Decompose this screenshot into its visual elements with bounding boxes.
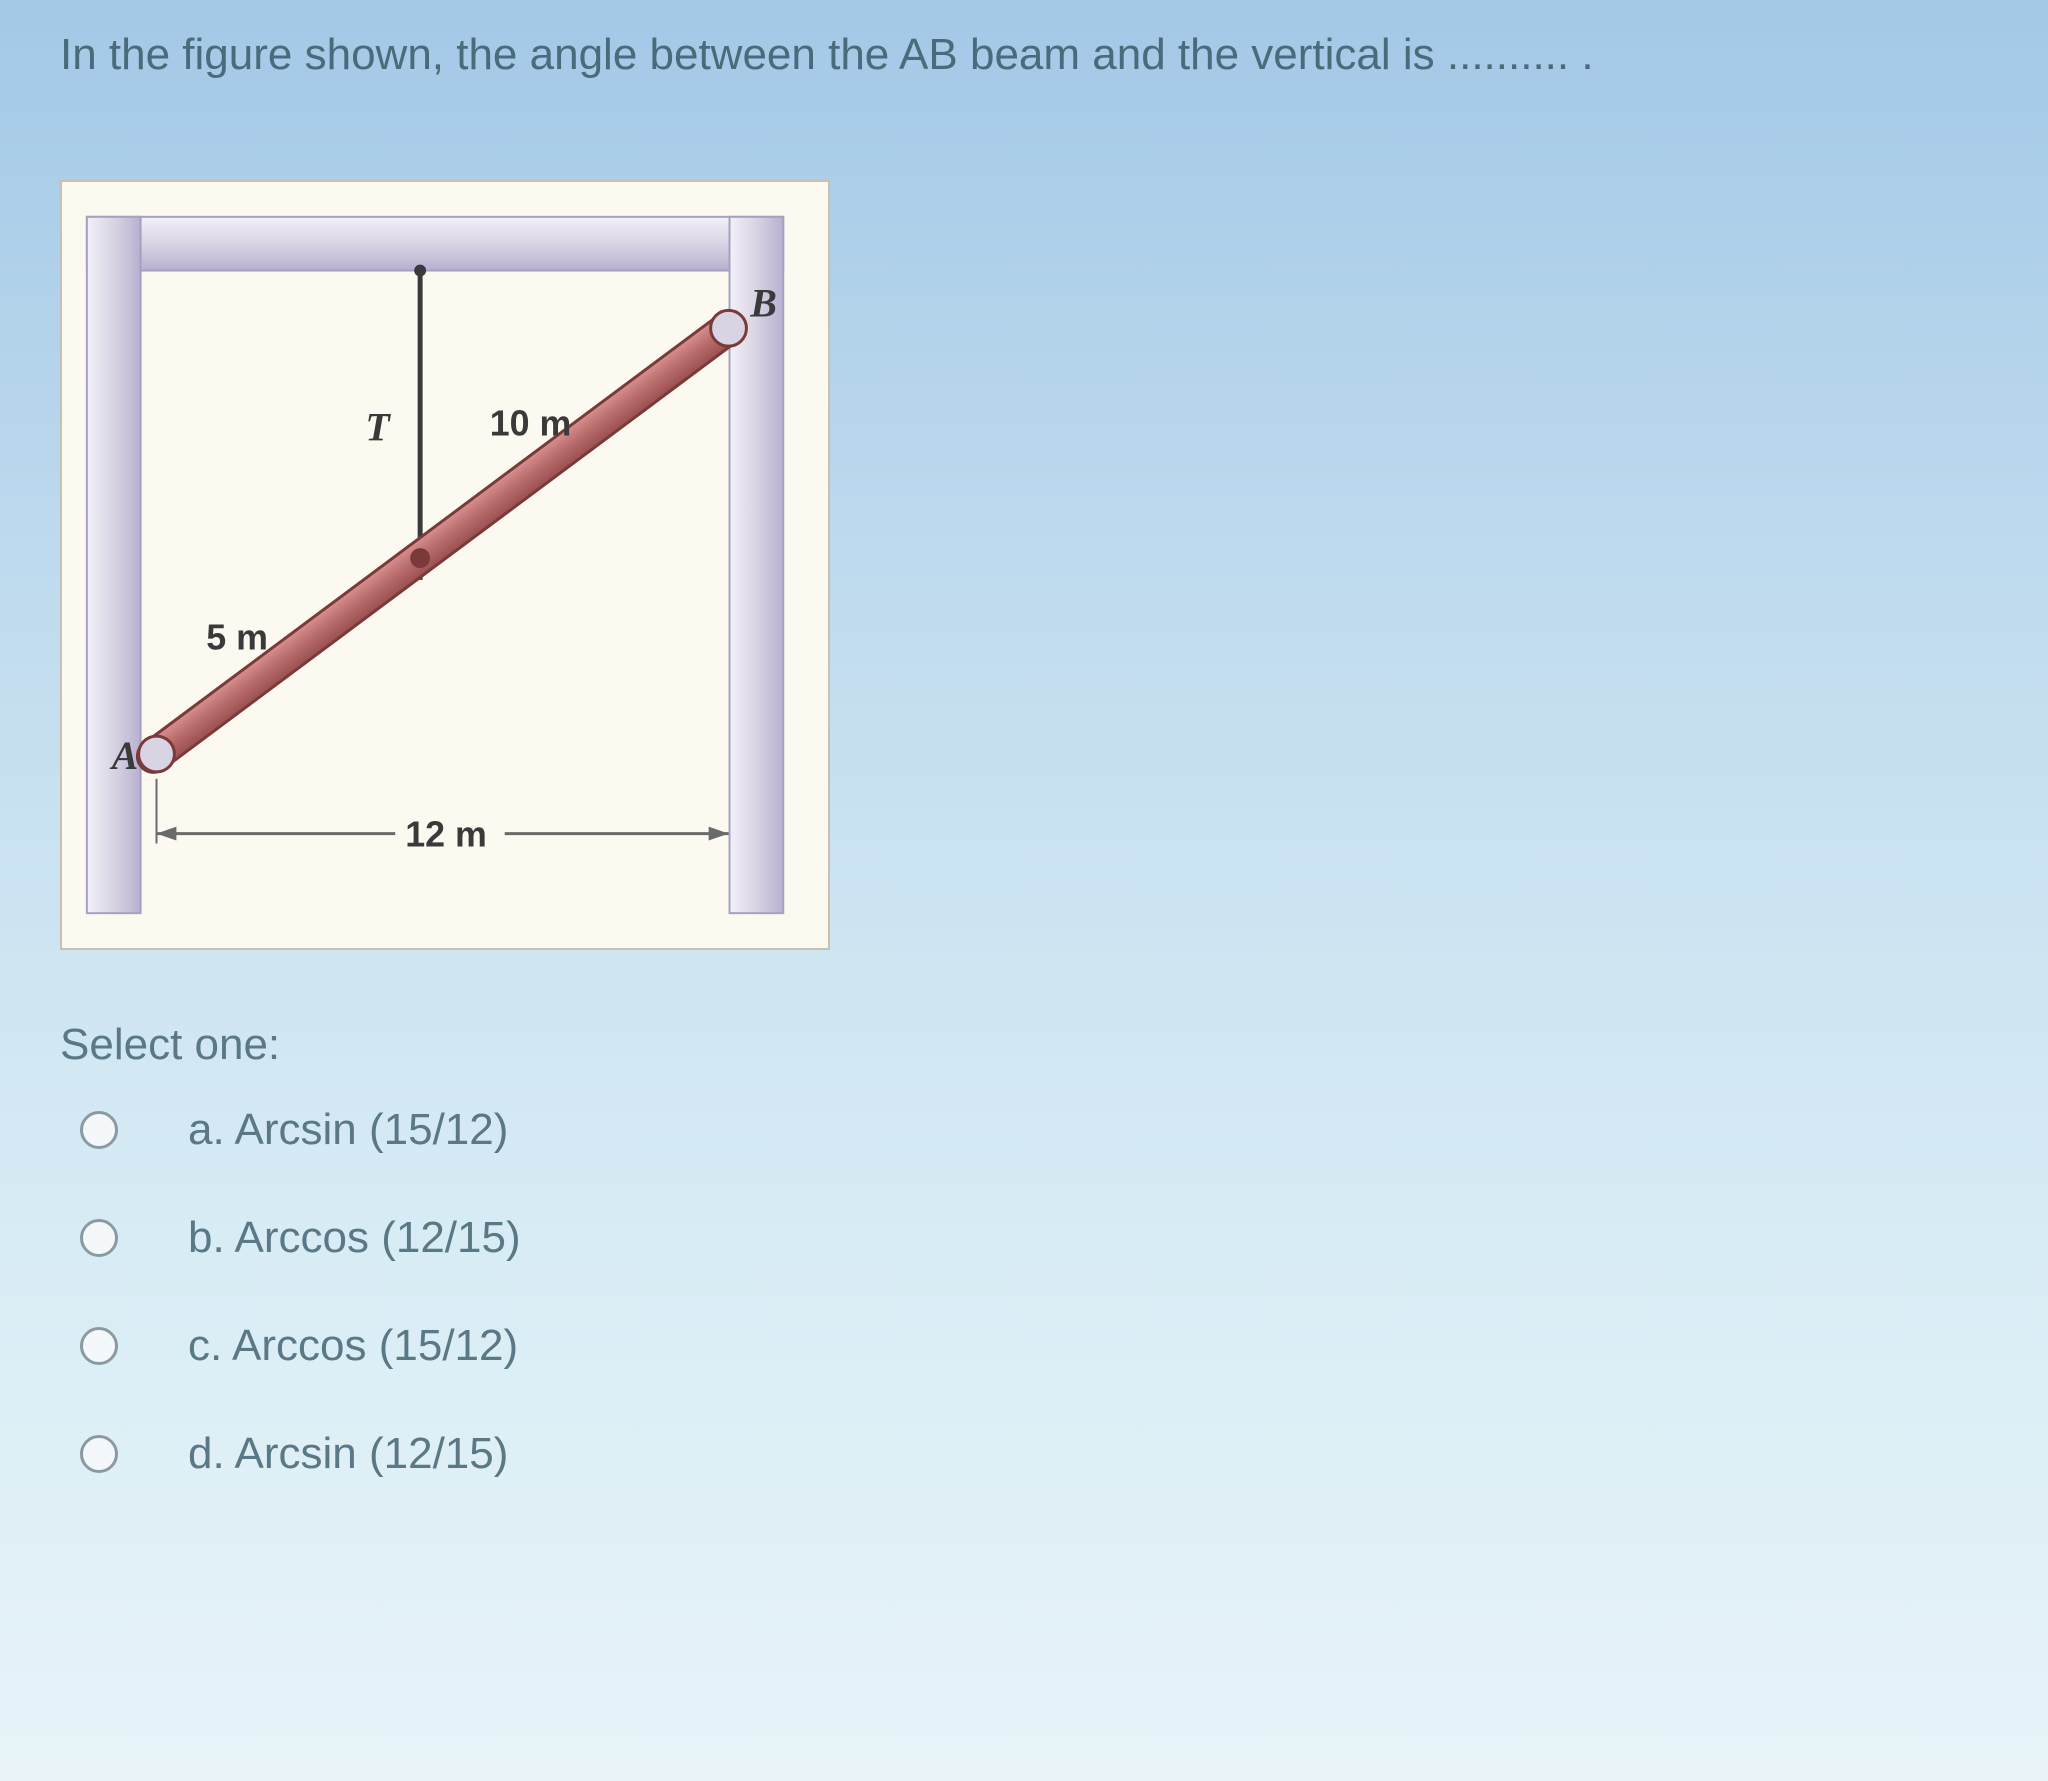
option-a-text: a. Arcsin (15/12) <box>188 1105 508 1155</box>
option-a[interactable]: a. Arcsin (15/12) <box>80 1105 521 1155</box>
beam-ab <box>131 307 748 778</box>
options-list: a. Arcsin (15/12) b. Arccos (12/15) c. A… <box>80 1105 521 1479</box>
beam-figure-svg: A B T 10 m 5 m 12 m <box>62 182 828 948</box>
radio-d[interactable] <box>80 1435 118 1473</box>
label-5m: 5 m <box>206 618 268 658</box>
left-wall <box>87 217 141 913</box>
dimension-12m: 12 m <box>157 351 729 854</box>
option-d-text: d. Arcsin (12/15) <box>188 1429 508 1479</box>
radio-a[interactable] <box>80 1111 118 1149</box>
radio-c[interactable] <box>80 1327 118 1365</box>
label-a: A <box>109 734 139 778</box>
label-b: B <box>749 281 777 325</box>
cable-anchor-beam <box>410 548 430 568</box>
option-c-text: c. Arccos (15/12) <box>188 1321 518 1371</box>
label-t: T <box>365 406 391 450</box>
option-c[interactable]: c. Arccos (15/12) <box>80 1321 521 1371</box>
select-one-label: Select one: <box>60 1020 280 1070</box>
option-b-text: b. Arccos (12/15) <box>188 1213 521 1263</box>
question-text: In the figure shown, the angle between t… <box>60 30 1594 80</box>
joint-b <box>711 310 747 346</box>
figure-diagram: A B T 10 m 5 m 12 m <box>60 180 830 950</box>
option-b[interactable]: b. Arccos (12/15) <box>80 1213 521 1263</box>
cable-anchor-top <box>414 265 426 277</box>
svg-text:12 m: 12 m <box>405 815 487 855</box>
joint-a <box>139 736 175 772</box>
option-d[interactable]: d. Arcsin (12/15) <box>80 1429 521 1479</box>
ceiling-beam <box>87 217 783 271</box>
label-10m: 10 m <box>490 404 572 444</box>
radio-b[interactable] <box>80 1219 118 1257</box>
